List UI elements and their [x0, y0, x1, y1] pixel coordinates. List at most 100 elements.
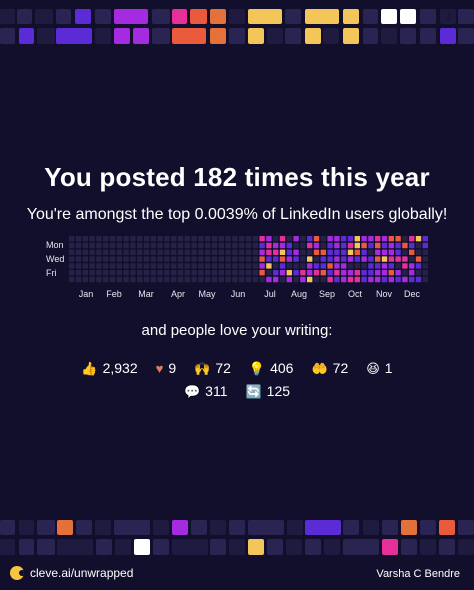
heatmap-cell: [171, 249, 177, 255]
heatmap-cell: [320, 236, 326, 242]
month-label-jun: Jun: [230, 289, 246, 299]
heatmap-cell: [239, 276, 245, 283]
heatmap-cell: [130, 276, 136, 283]
heatmap-cell: [143, 249, 150, 255]
decor-tile: [17, 9, 32, 24]
decor-tile: [382, 520, 398, 535]
heatmap-cell: [103, 249, 109, 255]
decor-tile: [248, 520, 284, 535]
heatmap-cell: [137, 263, 143, 269]
heatmap-cell: [211, 270, 218, 276]
decor-tile: [57, 539, 93, 555]
heatmap-cell: [279, 249, 286, 255]
heatmap-cell: [341, 249, 347, 255]
decor-tile: [95, 520, 111, 535]
heatmap-cell: [320, 276, 326, 283]
heatmap-cell: [109, 242, 116, 249]
heatmap-cell: [89, 263, 95, 269]
heatmap-cell: [307, 263, 313, 269]
heatmap-cell: [361, 256, 367, 262]
brand-link[interactable]: cleve.ai/unwrapped: [10, 566, 133, 580]
heatmap-cell: [347, 276, 354, 283]
heatmap-cell: [252, 276, 258, 283]
heatmap-cell: [273, 276, 279, 283]
heatmap-cell: [334, 236, 340, 242]
heatmap-cell: [130, 242, 136, 249]
decor-tile: [381, 9, 397, 24]
heatmap-cell: [205, 256, 211, 262]
heatmap-cell: [109, 263, 116, 269]
decorative-tile-strip-top: [0, 0, 474, 50]
decorative-tile-strip-bottom: [0, 516, 474, 566]
heatmap-cell: [422, 236, 428, 242]
heatmap-cell: [191, 263, 197, 269]
heatmap-cell: [184, 249, 190, 255]
heatmap-cell: [266, 242, 272, 249]
decor-tile: [35, 9, 53, 24]
heatmap-cell: [109, 276, 116, 283]
heatmap-cell: [334, 263, 340, 269]
heatmap-cell: [89, 256, 95, 262]
heatmap-cell: [354, 236, 360, 242]
decor-tile: [458, 9, 474, 24]
heatmap-cell: [402, 242, 408, 249]
heatmap-cell: [354, 276, 360, 283]
heatmap-cell: [279, 256, 286, 262]
decor-tile: [210, 539, 226, 555]
heatmap-cell: [82, 263, 88, 269]
decor-tile: [152, 28, 170, 44]
heatmap-cell: [239, 270, 245, 276]
heatmap-cell: [279, 236, 286, 242]
heatmap-cell: [259, 236, 265, 242]
heatmap-cell: [232, 263, 238, 269]
heatmap-cell: [402, 276, 408, 283]
heatmap-cell: [361, 242, 367, 249]
decor-tile: [56, 9, 71, 24]
heatmap-cell: [422, 256, 428, 262]
heatmap-cell: [130, 236, 136, 242]
heatmap-cell: [381, 263, 388, 269]
heatmap-cell: [116, 263, 122, 269]
decor-tile: [210, 520, 226, 535]
heatmap-cell: [137, 242, 143, 249]
decor-tile: [0, 520, 15, 535]
heatmap-cell: [402, 236, 408, 242]
decor-tile: [0, 9, 15, 24]
heatmap-cell: [286, 276, 292, 283]
heatmap-cell: [245, 276, 252, 283]
heatmap-cell: [116, 276, 122, 283]
heatmap-cell: [103, 276, 109, 283]
heatmap-cell: [341, 270, 347, 276]
heatmap-cell: [354, 249, 360, 255]
heatmap-cell: [368, 270, 374, 276]
heatmap-cell: [191, 270, 197, 276]
heatmap-cell: [266, 249, 272, 255]
decor-tile: [19, 520, 34, 535]
heatmap-cell: [82, 276, 88, 283]
heatmap-cell: [225, 256, 231, 262]
down-arrow-icon: ⬇: [444, 10, 455, 24]
heatmap-cell: [143, 263, 150, 269]
heatmap-cell: [409, 276, 415, 283]
heatmap-cell: [422, 263, 428, 269]
heatmap-cell: [164, 249, 170, 255]
heatmap-cell: [198, 270, 204, 276]
heatmap-cell: [96, 256, 102, 262]
heatmap-cell: [259, 256, 265, 262]
heatmap-cell: [245, 242, 252, 249]
day-label-fri: Fri: [46, 268, 57, 278]
decor-tile: [19, 28, 34, 44]
heatmap-cell: [409, 242, 415, 249]
decor-tile: [382, 539, 398, 555]
heatmap-cell: [388, 263, 394, 269]
heatmap-cell: [327, 249, 333, 255]
heatmap-cell: [157, 276, 163, 283]
heatmap-cell: [402, 270, 408, 276]
decor-tile: [343, 28, 359, 44]
heatmap-cell: [171, 263, 177, 269]
heatmap-cell: [96, 249, 102, 255]
heatmap-cell: [279, 276, 286, 283]
decor-tile: [401, 520, 417, 535]
heatmap-cell: [82, 249, 88, 255]
heatmap-cell: [137, 270, 143, 276]
